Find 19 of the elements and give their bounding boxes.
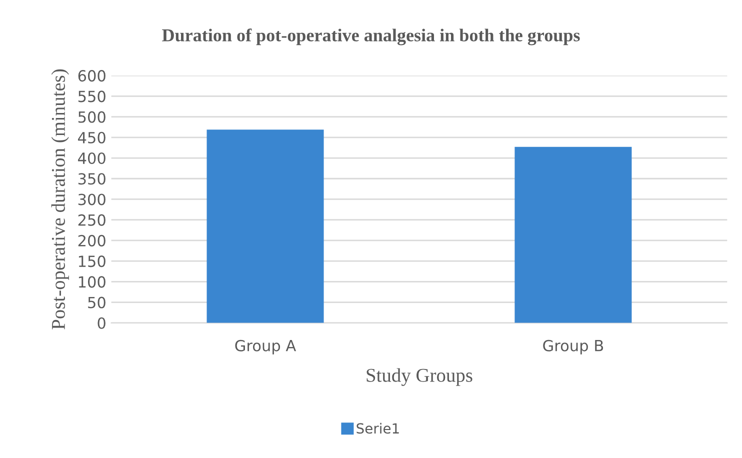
y-tick-label: 600 (78, 70, 106, 82)
y-tick-label: 550 (78, 90, 106, 102)
y-tick-label: 450 (78, 132, 106, 144)
y-tick-label: 0 (98, 317, 106, 329)
chart-title: Duration of pot-operative analgesia in both the groups (162, 28, 580, 46)
y-tick-label: 50 (88, 296, 106, 308)
x-tick-label: Group B (543, 340, 604, 354)
y-tick-label: 200 (78, 234, 106, 246)
x-tick-label: Group A (235, 340, 296, 354)
legend-label: Serie1 (356, 422, 399, 434)
y-tick-label: 150 (78, 256, 106, 268)
y-tick-label: 350 (78, 173, 106, 185)
y-tick-label: 400 (78, 152, 106, 164)
y-tick-label: 100 (78, 276, 106, 288)
y-tick-label: 250 (78, 214, 106, 226)
x-axis-title: Study Groups (366, 368, 472, 386)
y-tick-label: 300 (78, 194, 106, 206)
y-tick-label: 500 (78, 111, 106, 123)
y-axis-title: Post-operative duration (minutes) (51, 69, 69, 330)
